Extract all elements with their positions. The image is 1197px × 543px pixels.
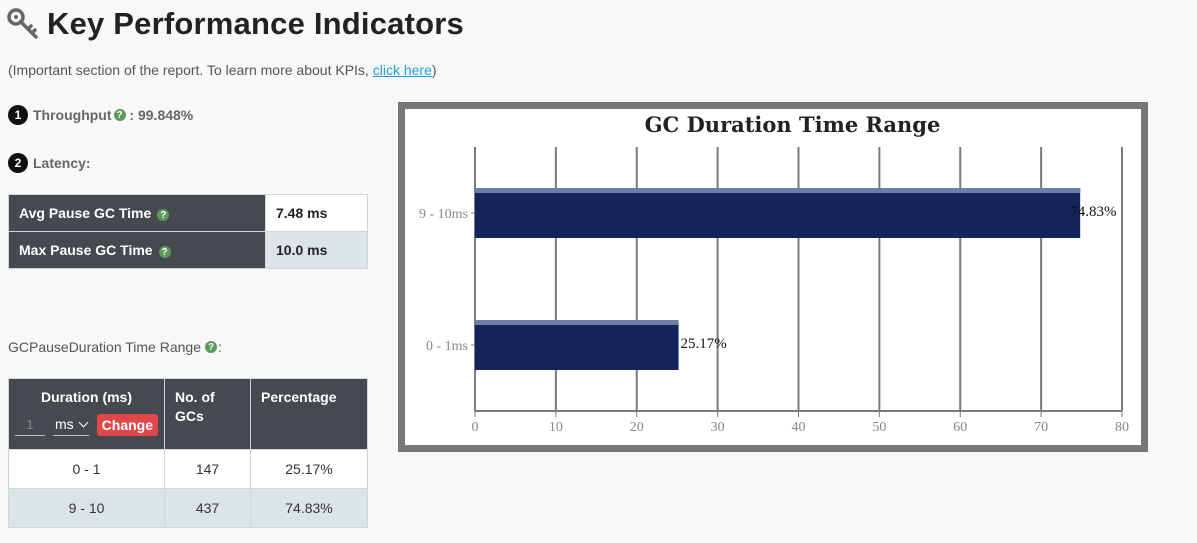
duration-controls: ms Change bbox=[9, 413, 164, 436]
intro-prefix: (Important section of the report. To lea… bbox=[8, 62, 373, 78]
intro-text: (Important section of the report. To lea… bbox=[8, 62, 437, 78]
chevron-down-icon bbox=[78, 417, 89, 428]
number-badge-2: 2 bbox=[8, 153, 28, 173]
number-badge-1: 1 bbox=[8, 105, 28, 125]
page-header: Key Performance Indicators bbox=[7, 4, 464, 44]
x-tick-label: 20 bbox=[630, 420, 644, 435]
duration-range-table: Duration (ms) ms Change No. of GCs Perce… bbox=[8, 378, 368, 528]
table-row: Avg Pause GC Time? 7.48 ms bbox=[8, 194, 368, 232]
x-tick-label: 10 bbox=[549, 420, 563, 435]
change-button[interactable]: Change bbox=[96, 413, 158, 436]
max-pause-value: 10.0 ms bbox=[265, 231, 368, 269]
y-tick-label: 0 - 1ms bbox=[426, 339, 468, 354]
x-tick-label: 50 bbox=[872, 420, 886, 435]
x-tick-label: 30 bbox=[711, 420, 725, 435]
x-tick-label: 0 bbox=[472, 420, 479, 435]
gc-count-header-line2: GCs bbox=[175, 408, 204, 424]
unit-select-value: ms bbox=[54, 416, 74, 432]
intro-suffix: ) bbox=[431, 62, 437, 78]
throughput-line: 1 Throughput ? : 99.848% bbox=[8, 105, 193, 125]
range-title-colon: : bbox=[218, 339, 222, 355]
gc-count-header: No. of GCs bbox=[164, 378, 251, 450]
pause-time-table: Avg Pause GC Time? 7.48 ms Max Pause GC … bbox=[8, 194, 368, 269]
gc-count-cell: 147 bbox=[164, 449, 251, 489]
duration-cell: 0 - 1 bbox=[8, 449, 165, 489]
table-row: 0 - 1 147 25.17% bbox=[8, 449, 368, 489]
avg-pause-label: Avg Pause GC Time bbox=[19, 204, 152, 221]
throughput-value: 99.848% bbox=[137, 107, 194, 123]
bar bbox=[475, 320, 679, 370]
gc-count-cell: 437 bbox=[164, 488, 251, 528]
kpi-help-link[interactable]: click here bbox=[372, 62, 432, 78]
y-tick-label: 9 - 10ms bbox=[419, 207, 468, 222]
data-label: 25.17% bbox=[681, 336, 727, 352]
x-tick-label: 70 bbox=[1034, 420, 1048, 435]
duration-header-label: Duration (ms) bbox=[41, 389, 132, 405]
max-pause-label: Max Pause GC Time bbox=[19, 241, 153, 258]
key-icon bbox=[7, 8, 38, 39]
gc-duration-chart: GC Duration Time Range 0 10 20 30 40 50 60 70 80 9… bbox=[398, 102, 1148, 452]
x-tick-label: 60 bbox=[953, 420, 967, 435]
duration-header: Duration (ms) ms Change bbox=[8, 378, 165, 450]
throughput-separator: : bbox=[125, 107, 138, 123]
chart-svg: GC Duration Time Range 0 10 20 30 40 50 60 70 80 9… bbox=[419, 112, 1129, 435]
data-label: 74.83% bbox=[1070, 204, 1116, 220]
percentage-cell: 74.83% bbox=[250, 488, 368, 528]
bar-bevel bbox=[475, 188, 1081, 193]
x-tick-label: 40 bbox=[792, 420, 806, 435]
percentage-header: Percentage bbox=[250, 378, 368, 450]
bar bbox=[475, 188, 1081, 238]
latency-line: 2 Latency: bbox=[8, 153, 91, 173]
gc-count-header-line1: No. of bbox=[175, 389, 215, 405]
help-icon[interactable]: ? bbox=[158, 246, 171, 259]
chart-canvas: GC Duration Time Range 0 10 20 30 40 50 60 70 80 9… bbox=[405, 109, 1141, 445]
throughput-label: Throughput bbox=[33, 107, 112, 123]
max-pause-label-cell: Max Pause GC Time? bbox=[8, 231, 266, 269]
range-title-text: GCPauseDuration Time Range bbox=[8, 339, 201, 355]
unit-select[interactable]: ms bbox=[52, 413, 89, 436]
x-tick-label: 80 bbox=[1115, 420, 1129, 435]
help-icon[interactable]: ? bbox=[205, 341, 217, 353]
table-row: Max Pause GC Time? 10.0 ms bbox=[8, 231, 368, 269]
percentage-cell: 25.17% bbox=[250, 449, 368, 489]
range-size-input[interactable] bbox=[14, 413, 45, 436]
range-section-title: GCPauseDuration Time Range ? : bbox=[8, 339, 222, 355]
table-row: 9 - 10 437 74.83% bbox=[8, 488, 368, 528]
help-icon[interactable]: ? bbox=[113, 109, 126, 121]
avg-pause-label-cell: Avg Pause GC Time? bbox=[8, 194, 266, 232]
latency-label: Latency: bbox=[33, 155, 91, 171]
bar-bevel bbox=[475, 320, 679, 325]
chart-title: GC Duration Time Range bbox=[645, 112, 941, 137]
page-title: Key Performance Indicators bbox=[47, 6, 464, 41]
avg-pause-value: 7.48 ms bbox=[265, 194, 368, 232]
help-icon[interactable]: ? bbox=[157, 209, 170, 222]
table-header-row: Duration (ms) ms Change No. of GCs Perce… bbox=[8, 378, 368, 450]
duration-cell: 9 - 10 bbox=[8, 488, 165, 528]
